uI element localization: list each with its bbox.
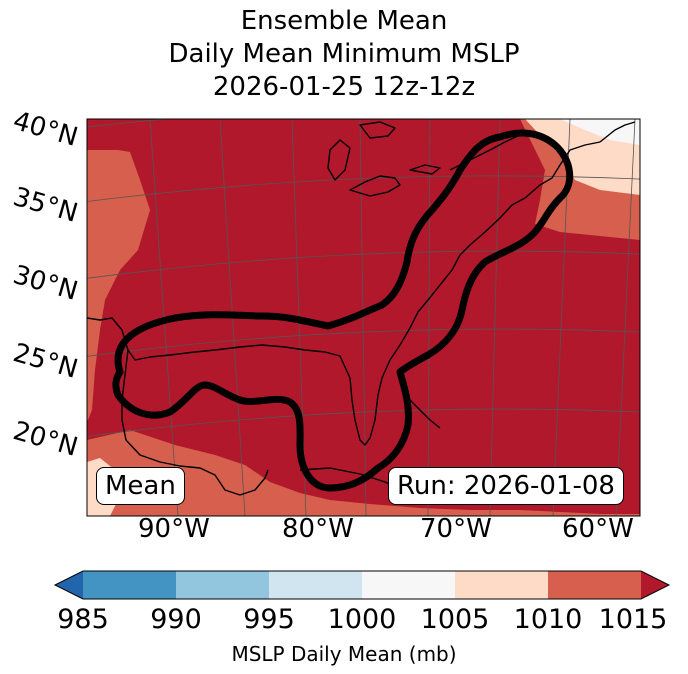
graticule xyxy=(87,119,640,516)
colorbar xyxy=(53,570,671,600)
colorbar-seg-1010-1015 xyxy=(548,571,641,599)
colorbar-label: MSLP Daily Mean (mb) xyxy=(231,642,457,666)
colorbar-seg-1000-1005 xyxy=(362,571,455,599)
colorbar-tick-990: 990 xyxy=(150,604,202,635)
colorbar-over-arrow xyxy=(641,571,669,599)
bahamas xyxy=(409,399,441,429)
great-lakes-3 xyxy=(359,121,396,139)
colorbar-seg-990-995 xyxy=(176,571,269,599)
fill-1005-1010-west xyxy=(87,150,150,420)
newfoundland xyxy=(599,121,636,143)
colorbar-seg-995-1000 xyxy=(269,571,362,599)
colorbar-under-arrow xyxy=(55,571,83,599)
title-line-1: Ensemble Mean xyxy=(240,6,448,36)
fill-1005-1010-south xyxy=(87,430,640,516)
run-date-box: Run: 2026-01-08 xyxy=(388,467,624,505)
fill-995-1000-corner xyxy=(560,119,640,145)
gulf-coast xyxy=(87,141,601,446)
colorbar-tick-1015: 1015 xyxy=(598,604,668,635)
colorbar-tick-1010: 1010 xyxy=(513,604,583,635)
colorbar-outline xyxy=(53,570,671,600)
colorbar-tick-985: 985 xyxy=(57,604,109,635)
colorbar-tick-1000: 1000 xyxy=(327,604,397,635)
mean-label-box: Mean xyxy=(96,467,185,505)
map-frame xyxy=(86,118,641,517)
colorbar-tick-995: 995 xyxy=(243,604,295,635)
great-lakes-2 xyxy=(349,175,401,197)
colorbar-tick-1005: 1005 xyxy=(420,604,490,635)
title-line-2: Daily Mean Minimum MSLP xyxy=(168,39,520,69)
great-lakes-4 xyxy=(409,164,441,175)
colorbar-seg-1005-1010 xyxy=(455,571,548,599)
mexico-coast xyxy=(121,349,269,496)
title-line-3: 2026-01-25 12z-12z xyxy=(212,72,476,102)
great-lakes-1 xyxy=(327,139,351,181)
colorbar-seg-985-990 xyxy=(83,571,176,599)
map-panel xyxy=(87,119,640,516)
lon-label-80w: 80°W xyxy=(282,514,354,544)
lon-label-90w: 90°W xyxy=(138,514,210,544)
lon-label-60w: 60°W xyxy=(562,514,634,544)
lon-label-70w: 70°W xyxy=(420,514,492,544)
contour-1010 xyxy=(112,129,574,492)
coastlines xyxy=(87,121,636,501)
